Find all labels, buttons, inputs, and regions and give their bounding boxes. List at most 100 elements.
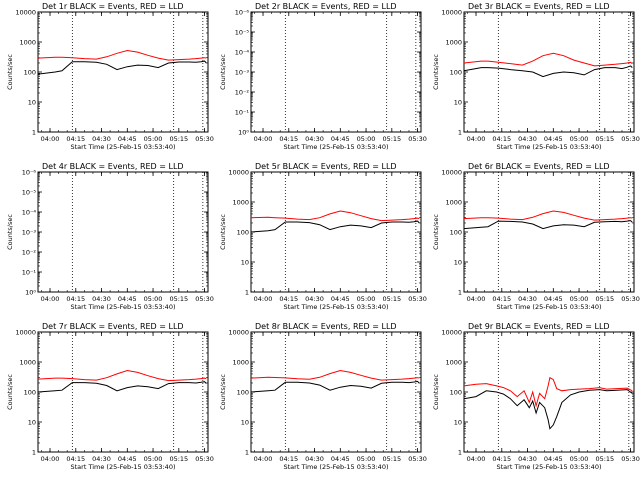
panel-title: Det 8r BLACK = Events, RED = LLD xyxy=(255,322,397,331)
x-axis-label: Start Time (25-Feb-15 03:53:40) xyxy=(71,303,176,311)
y-tick-label: 10000 xyxy=(228,329,249,337)
y-tick-label: 100 xyxy=(24,69,36,77)
y-tick-label: 10 xyxy=(241,259,249,267)
y-tick-label: 10 xyxy=(454,259,462,267)
x-tick-label: 05:15 xyxy=(169,455,188,463)
y-tick-label: 1000 xyxy=(445,39,462,47)
series-events-line xyxy=(463,220,633,230)
x-tick-label: 04:15 xyxy=(66,455,85,463)
plot-frame xyxy=(250,331,422,453)
y-tick-label: 1000 xyxy=(232,199,249,207)
y-tick-label: 1 xyxy=(458,289,462,297)
x-tick-label: 05:15 xyxy=(169,295,188,303)
x-tick-label: 04:45 xyxy=(118,135,137,143)
y-tick-label: 10⁻³ xyxy=(235,69,250,77)
plot-frame xyxy=(37,11,209,133)
panel-title: Det 5r BLACK = Events, RED = LLD xyxy=(255,162,397,171)
x-tick-label: 05:00 xyxy=(357,455,376,463)
y-tick-label: 10⁻⁶ xyxy=(235,9,250,17)
y-tick-label: 100 xyxy=(450,69,462,77)
x-tick-label: 05:30 xyxy=(621,455,640,463)
y-tick-label: 10⁻³ xyxy=(22,229,37,237)
y-tick-label: 10 xyxy=(454,99,462,107)
plot-frame xyxy=(37,331,209,453)
panel-title: Det 6r BLACK = Events, RED = LLD xyxy=(468,162,610,171)
x-tick-label: 05:15 xyxy=(595,295,614,303)
y-tick-label: 10000 xyxy=(15,9,36,17)
series-events-line xyxy=(37,60,207,75)
x-tick-label: 04:00 xyxy=(254,135,273,143)
y-tick-label: 100 xyxy=(237,389,249,397)
panel-title: Det 3r BLACK = Events, RED = LLD xyxy=(468,2,610,11)
y-tick-label: 10000 xyxy=(228,169,249,177)
panel-title: Det 2r BLACK = Events, RED = LLD xyxy=(255,2,397,11)
plot-frame xyxy=(250,171,422,293)
x-tick-label: 04:00 xyxy=(254,295,273,303)
y-tick-label: 10⁰ xyxy=(238,129,249,137)
x-tick-label: 04:45 xyxy=(544,455,563,463)
plot-frame xyxy=(463,171,635,293)
x-tick-label: 04:15 xyxy=(279,295,298,303)
series-events-line xyxy=(37,381,207,393)
x-tick-label: 05:30 xyxy=(195,455,214,463)
x-tick-label: 05:00 xyxy=(144,295,163,303)
plot-frame xyxy=(463,331,635,453)
panel-det-8: Det 8r BLACK = Events, RED = LLD 1 10 100 10… xyxy=(219,322,427,471)
y-tick-label: 1 xyxy=(458,449,462,457)
plot-frame xyxy=(37,171,209,293)
y-axis-label: Counts/sec xyxy=(219,374,227,410)
x-tick-label: 05:15 xyxy=(169,135,188,143)
x-tick-label: 04:15 xyxy=(492,295,511,303)
x-tick-label: 04:30 xyxy=(518,295,537,303)
y-tick-label: 10 xyxy=(28,419,36,427)
x-tick-label: 04:30 xyxy=(518,135,537,143)
panel-det-6: Det 6r BLACK = Events, RED = LLD 1 10 100 10… xyxy=(432,162,640,311)
x-axis-label: Start Time (25-Feb-15 03:53:40) xyxy=(284,303,389,311)
y-tick-label: 1000 xyxy=(19,39,36,47)
x-tick-label: 05:15 xyxy=(595,135,614,143)
panel-det-3: Det 3r BLACK = Events, RED = LLD 1 10 100 10… xyxy=(432,2,640,151)
x-tick-label: 05:15 xyxy=(595,455,614,463)
x-tick-label: 05:00 xyxy=(570,455,589,463)
x-tick-label: 04:00 xyxy=(467,295,486,303)
x-tick-label: 05:30 xyxy=(195,295,214,303)
x-tick-label: 04:45 xyxy=(331,295,350,303)
y-tick-label: 1 xyxy=(32,449,36,457)
y-tick-label: 1 xyxy=(245,289,249,297)
x-tick-label: 05:00 xyxy=(144,135,163,143)
x-tick-label: 04:00 xyxy=(41,295,60,303)
series-lld-line xyxy=(463,52,633,67)
series-lld-line xyxy=(37,369,207,382)
y-tick-label: 10000 xyxy=(441,9,462,17)
y-tick-label: 100 xyxy=(450,389,462,397)
panel-det-4: Det 4r BLACK = Events, RED = LLD 10⁰ 10⁻¹ 1… xyxy=(6,162,214,311)
x-tick-label: 05:30 xyxy=(621,135,640,143)
panel-det-9: Det 9r BLACK = Events, RED = LLD 1 10 100 10… xyxy=(432,322,640,471)
y-tick-label: 1 xyxy=(32,129,36,137)
x-tick-label: 05:00 xyxy=(357,295,376,303)
x-tick-label: 04:30 xyxy=(305,135,324,143)
y-tick-label: 100 xyxy=(450,229,462,237)
series-events-line xyxy=(463,65,633,78)
y-axis-label: Counts/sec xyxy=(219,54,227,90)
y-tick-label: 10000 xyxy=(441,169,462,177)
y-tick-label: 10⁻¹ xyxy=(22,269,37,277)
panel-title: Det 4r BLACK = Events, RED = LLD xyxy=(42,162,184,171)
x-tick-label: 04:30 xyxy=(305,455,324,463)
x-tick-label: 05:30 xyxy=(408,295,427,303)
y-tick-label: 10 xyxy=(28,99,36,107)
x-tick-label: 04:30 xyxy=(92,295,111,303)
series-lld-line xyxy=(463,210,633,221)
x-tick-label: 04:00 xyxy=(467,455,486,463)
x-tick-label: 05:30 xyxy=(408,455,427,463)
x-tick-label: 05:15 xyxy=(382,455,401,463)
x-axis-label: Start Time (25-Feb-15 03:53:40) xyxy=(497,303,602,311)
x-tick-label: 05:00 xyxy=(570,135,589,143)
x-tick-label: 04:30 xyxy=(305,295,324,303)
series-events-line xyxy=(250,380,420,393)
y-axis-label: Counts/sec xyxy=(219,214,227,250)
y-axis-label: Counts/sec xyxy=(6,54,14,90)
x-tick-label: 04:30 xyxy=(92,455,111,463)
x-tick-label: 04:45 xyxy=(544,295,563,303)
y-tick-label: 10000 xyxy=(441,329,462,337)
